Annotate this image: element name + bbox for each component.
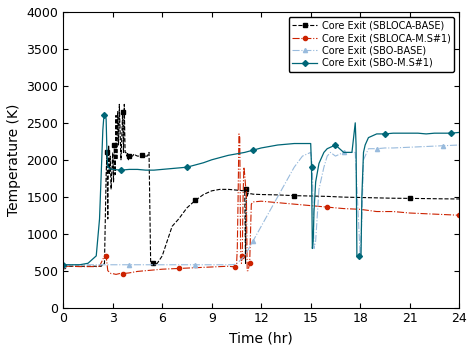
Core Exit (SBO-M.S#1): [310, 239, 316, 243]
Core Exit (SBO-M.S#1): [118, 168, 124, 172]
Line: Core Exit (SBO-BASE): Core Exit (SBO-BASE): [61, 143, 461, 267]
Core Exit (SBO-BASE): [456, 143, 462, 147]
Core Exit (SBLOCA-BASE): [69, 264, 74, 268]
Core Exit (SBLOCA-BASE): [456, 197, 462, 201]
Core Exit (SBLOCA-BASE): [137, 154, 142, 158]
Core Exit (SBLOCA-M.S#1): [235, 246, 240, 251]
Core Exit (SBLOCA-BASE): [98, 264, 104, 268]
Core Exit (SBLOCA-BASE): [117, 102, 122, 106]
Y-axis label: Temperature (K): Temperature (K): [7, 103, 21, 216]
Core Exit (SBLOCA-M.S#1): [113, 272, 119, 276]
Core Exit (SBLOCA-BASE): [60, 264, 66, 268]
Core Exit (SBO-M.S#1): [60, 263, 66, 267]
Core Exit (SBLOCA-M.S#1): [456, 213, 462, 217]
X-axis label: Time (hr): Time (hr): [229, 331, 293, 345]
Core Exit (SBLOCA-M.S#1): [236, 132, 242, 136]
Core Exit (SBLOCA-M.S#1): [60, 264, 66, 268]
Line: Core Exit (SBLOCA-BASE): Core Exit (SBLOCA-BASE): [61, 102, 461, 268]
Core Exit (SBO-BASE): [60, 263, 66, 267]
Core Exit (SBO-M.S#1): [310, 246, 315, 251]
Line: Core Exit (SBO-M.S#1): Core Exit (SBO-M.S#1): [61, 113, 461, 267]
Core Exit (SBLOCA-M.S#1): [341, 207, 346, 211]
Core Exit (SBO-M.S#1): [407, 131, 412, 135]
Core Exit (SBO-M.S#1): [127, 167, 132, 171]
Core Exit (SBO-BASE): [77, 263, 82, 267]
Legend: Core Exit (SBLOCA-BASE), Core Exit (SBLOCA-M.S#1), Core Exit (SBO-BASE), Core Ex: Core Exit (SBLOCA-BASE), Core Exit (SBLO…: [289, 17, 454, 72]
Core Exit (SBO-M.S#1): [456, 130, 462, 134]
Core Exit (SBO-BASE): [110, 263, 116, 267]
Core Exit (SBLOCA-M.S#1): [209, 265, 215, 269]
Line: Core Exit (SBLOCA-M.S#1): Core Exit (SBLOCA-M.S#1): [61, 132, 461, 276]
Core Exit (SBO-BASE): [300, 154, 305, 158]
Core Exit (SBLOCA-BASE): [244, 187, 249, 191]
Core Exit (SBO-M.S#1): [192, 163, 198, 167]
Core Exit (SBO-BASE): [184, 263, 190, 267]
Core Exit (SBO-BASE): [349, 150, 355, 155]
Core Exit (SBLOCA-M.S#1): [120, 271, 126, 276]
Core Exit (SBLOCA-M.S#1): [143, 269, 148, 273]
Core Exit (SBLOCA-BASE): [143, 154, 148, 158]
Core Exit (SBLOCA-M.S#1): [423, 212, 429, 216]
Core Exit (SBLOCA-BASE): [248, 192, 254, 196]
Core Exit (SBO-M.S#1): [101, 113, 107, 118]
Core Exit (SBO-BASE): [135, 263, 140, 267]
